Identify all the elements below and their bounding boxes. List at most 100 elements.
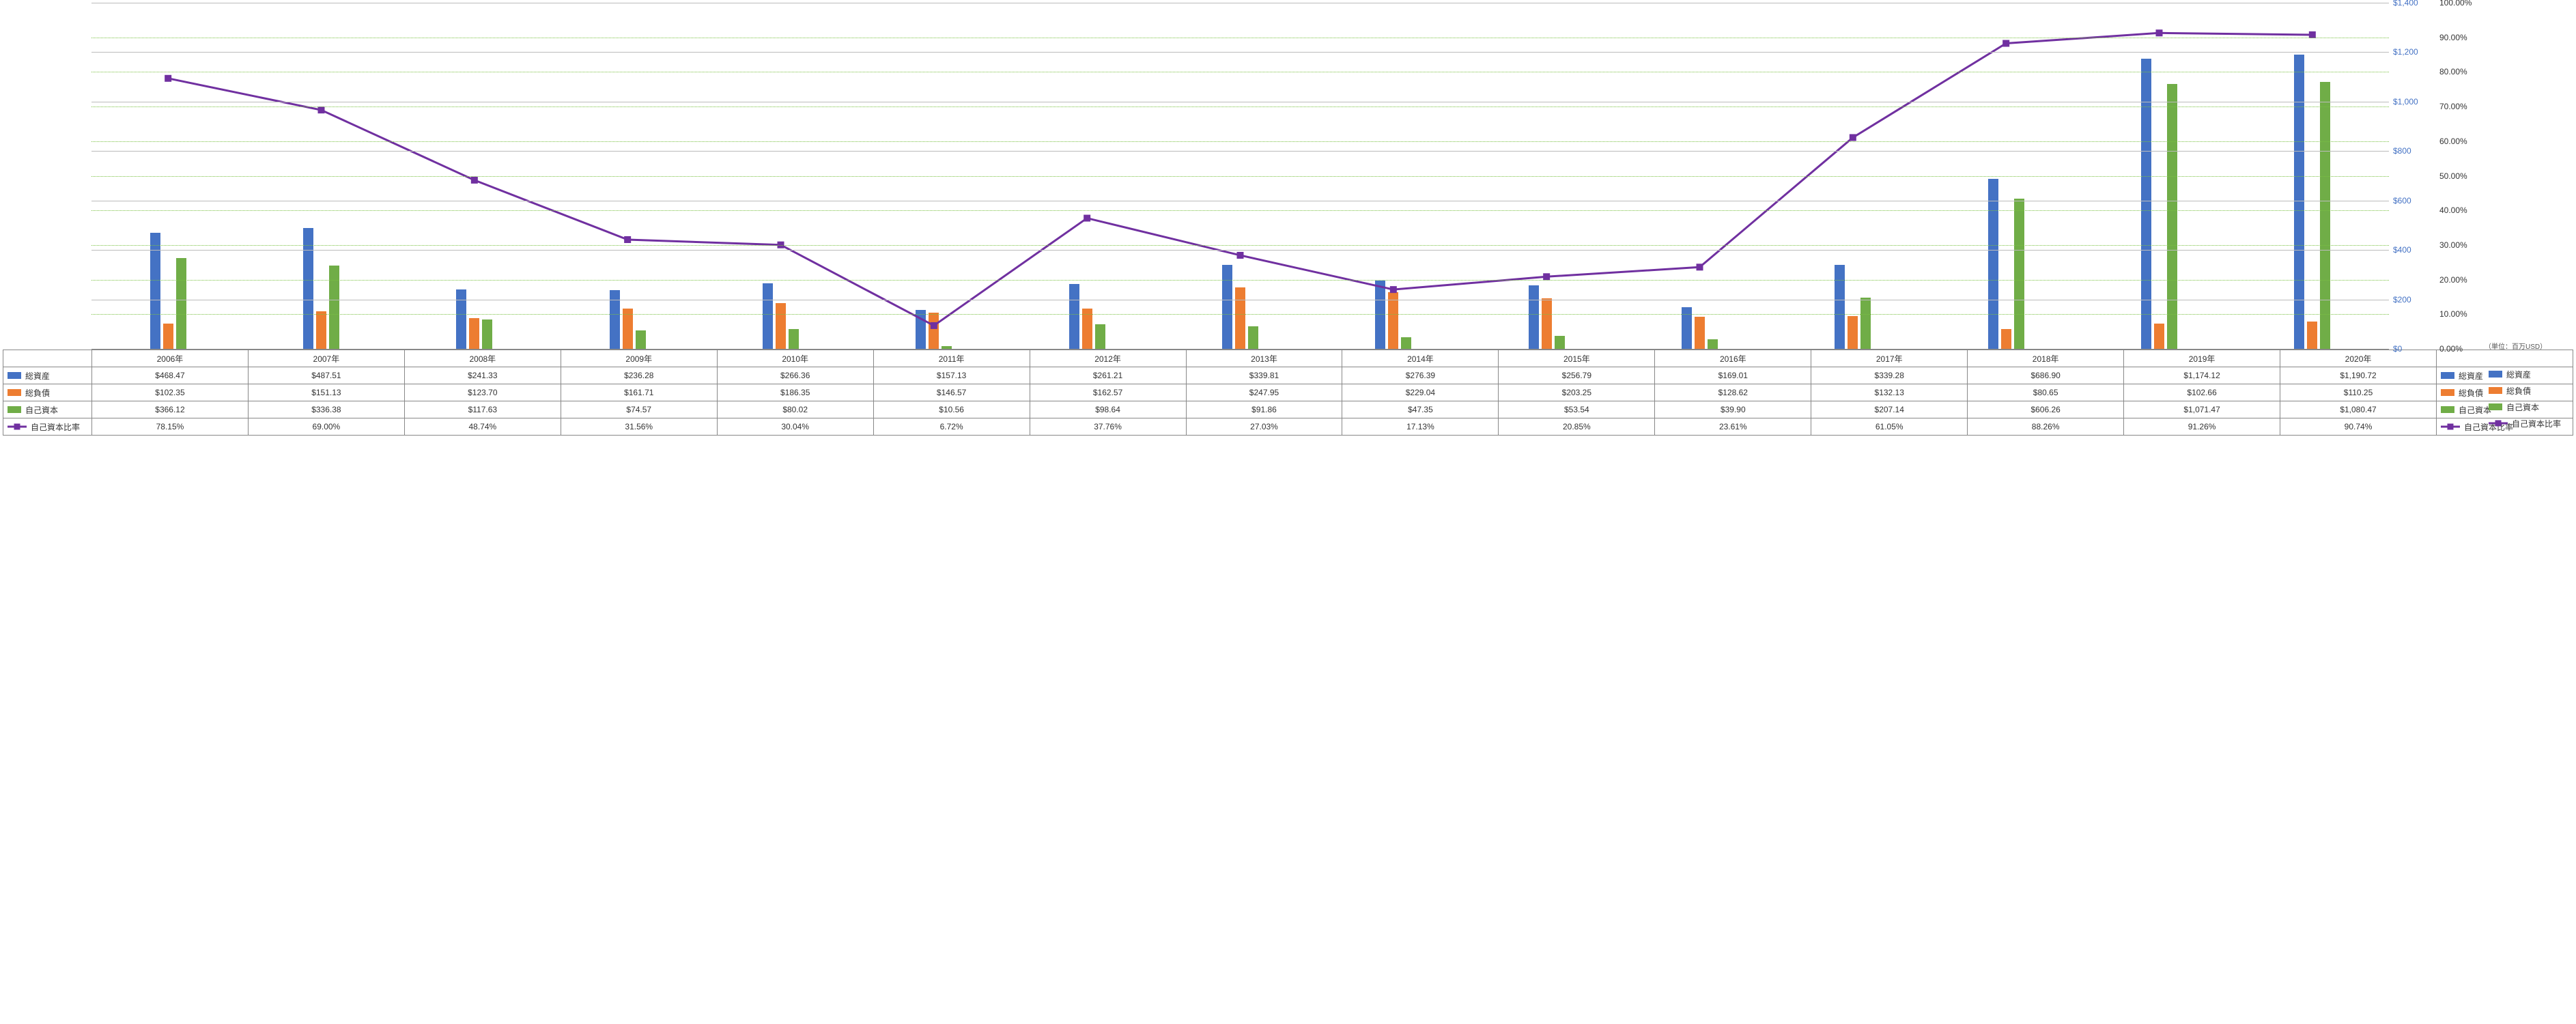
table-value: 6.72% [874, 418, 1030, 436]
legend-swatch [2489, 419, 2508, 427]
table-row-header: 自己資本比率 [3, 418, 92, 436]
y2-tick: 20.00% [2439, 275, 2467, 285]
table-value: 90.74% [2280, 418, 2437, 436]
marker-equity_ratio [624, 236, 631, 243]
table-col-header: 2007年 [249, 350, 405, 367]
y2-tick: 80.00% [2439, 67, 2467, 76]
table-value: $1,080.47 [2280, 401, 2437, 418]
legend-swatch [2489, 387, 2502, 394]
table-value: $247.95 [1187, 384, 1343, 401]
y2-tick: 0.00% [2439, 344, 2463, 354]
table-value: $162.57 [1030, 384, 1187, 401]
table-col-header: 2011年 [874, 350, 1030, 367]
table-value: $487.51 [249, 367, 405, 384]
table-col-header: 2019年 [2124, 350, 2280, 367]
chart-wrapper: $0$200$400$600$800$1,000$1,200$1,400 0.0… [0, 0, 2576, 438]
table-value: 31.56% [561, 418, 718, 436]
table-value: $110.25 [2280, 384, 2437, 401]
legend-item-total_assets: 総資産 [2489, 366, 2571, 382]
table-value: $146.57 [874, 384, 1030, 401]
legend-swatch [2441, 406, 2454, 413]
right-legend: （単位：百万USD） 総資産総負債自己資本自己資本比率 [2485, 3, 2573, 350]
table-value: $161.71 [561, 384, 718, 401]
table-value: $1,174.12 [2124, 367, 2280, 384]
table-value: $47.35 [1342, 401, 1499, 418]
marker-equity_ratio [1697, 264, 1703, 270]
table-value: $339.28 [1811, 367, 1968, 384]
y2-tick: 40.00% [2439, 205, 2467, 215]
table-value: 27.03% [1187, 418, 1343, 436]
table-value: $102.35 [92, 384, 249, 401]
table-value: 30.04% [718, 418, 874, 436]
table-col-header: 2012年 [1030, 350, 1187, 367]
y2-tick: 90.00% [2439, 33, 2467, 42]
marker-equity_ratio [931, 322, 937, 329]
table-value: 37.76% [1030, 418, 1187, 436]
y1-tick: $1,200 [2393, 47, 2418, 57]
table-col-header: 2015年 [1499, 350, 1655, 367]
table-value: 48.74% [405, 418, 561, 436]
table-value: $241.33 [405, 367, 561, 384]
y-axis-left: $0$200$400$600$800$1,000$1,200$1,400 [2389, 3, 2437, 350]
table-value: $229.04 [1342, 384, 1499, 401]
table-value: $339.81 [1187, 367, 1343, 384]
table-row-header: 総資産 [3, 367, 92, 384]
line-equity_ratio [168, 33, 2312, 326]
legend-item-equity: 自己資本 [2489, 399, 2571, 415]
row-header-label: 自己資本比率 [31, 421, 80, 433]
table-value: $74.57 [561, 401, 718, 418]
table-value: $186.35 [718, 384, 874, 401]
y1-tick: $1,400 [2393, 0, 2418, 8]
table-col-header: 2013年 [1187, 350, 1343, 367]
table-value: $366.12 [92, 401, 249, 418]
table-value: 69.00% [249, 418, 405, 436]
y1-tick: $600 [2393, 196, 2411, 205]
table-value: $151.13 [249, 384, 405, 401]
y1-tick: $0 [2393, 344, 2402, 354]
table-col-header: 2010年 [718, 350, 874, 367]
y1-tick: $800 [2393, 146, 2411, 156]
table-value: $80.02 [718, 401, 874, 418]
row-header-label: 自己資本 [25, 404, 58, 416]
table-value: $91.86 [1187, 401, 1343, 418]
row-header-label: 総負債 [2459, 387, 2483, 399]
marker-equity_ratio [1850, 134, 1856, 141]
table-value: 23.61% [1655, 418, 1811, 436]
legend-label: 自己資本 [2506, 401, 2539, 413]
legend-item-total_liabilities: 総負債 [2489, 382, 2571, 399]
table-value: 91.26% [2124, 418, 2280, 436]
left-spacer [3, 3, 91, 350]
row-header-label: 総資産 [2459, 370, 2483, 382]
table-value: $1,190.72 [2280, 367, 2437, 384]
table-value: $98.64 [1030, 401, 1187, 418]
table-value: $39.90 [1655, 401, 1811, 418]
table-value: 20.85% [1499, 418, 1655, 436]
table-col-header: 2006年 [92, 350, 249, 367]
table-value: $80.65 [1968, 384, 2124, 401]
y1-tick: $1,000 [2393, 97, 2418, 106]
table-col-header: 2014年 [1342, 350, 1499, 367]
row-header-label: 自己資本 [2459, 404, 2491, 416]
table-row-header: 自己資本 [3, 401, 92, 418]
table-corner [3, 350, 92, 367]
table-col-header: 2018年 [1968, 350, 2124, 367]
table-row-header: 総負債 [3, 384, 92, 401]
marker-equity_ratio [1237, 252, 1244, 259]
marker-equity_ratio [165, 75, 171, 82]
table-value: $169.01 [1655, 367, 1811, 384]
table-value: 78.15% [92, 418, 249, 436]
table-value: $157.13 [874, 367, 1030, 384]
table-value: $686.90 [1968, 367, 2124, 384]
marker-equity_ratio [1390, 286, 1397, 293]
table-value: $117.63 [405, 401, 561, 418]
table-col-header: 2016年 [1655, 350, 1811, 367]
legend-label: 総資産 [2506, 369, 2531, 380]
table-value: $207.14 [1811, 401, 1968, 418]
plot-area [91, 3, 2389, 350]
y-axis-right: 0.00%10.00%20.00%30.00%40.00%50.00%60.00… [2437, 3, 2485, 350]
table-value: $10.56 [874, 401, 1030, 418]
marker-equity_ratio [2156, 29, 2163, 36]
legend-swatch [2441, 389, 2454, 396]
table-value: 88.26% [1968, 418, 2124, 436]
legend-swatch [2489, 403, 2502, 410]
